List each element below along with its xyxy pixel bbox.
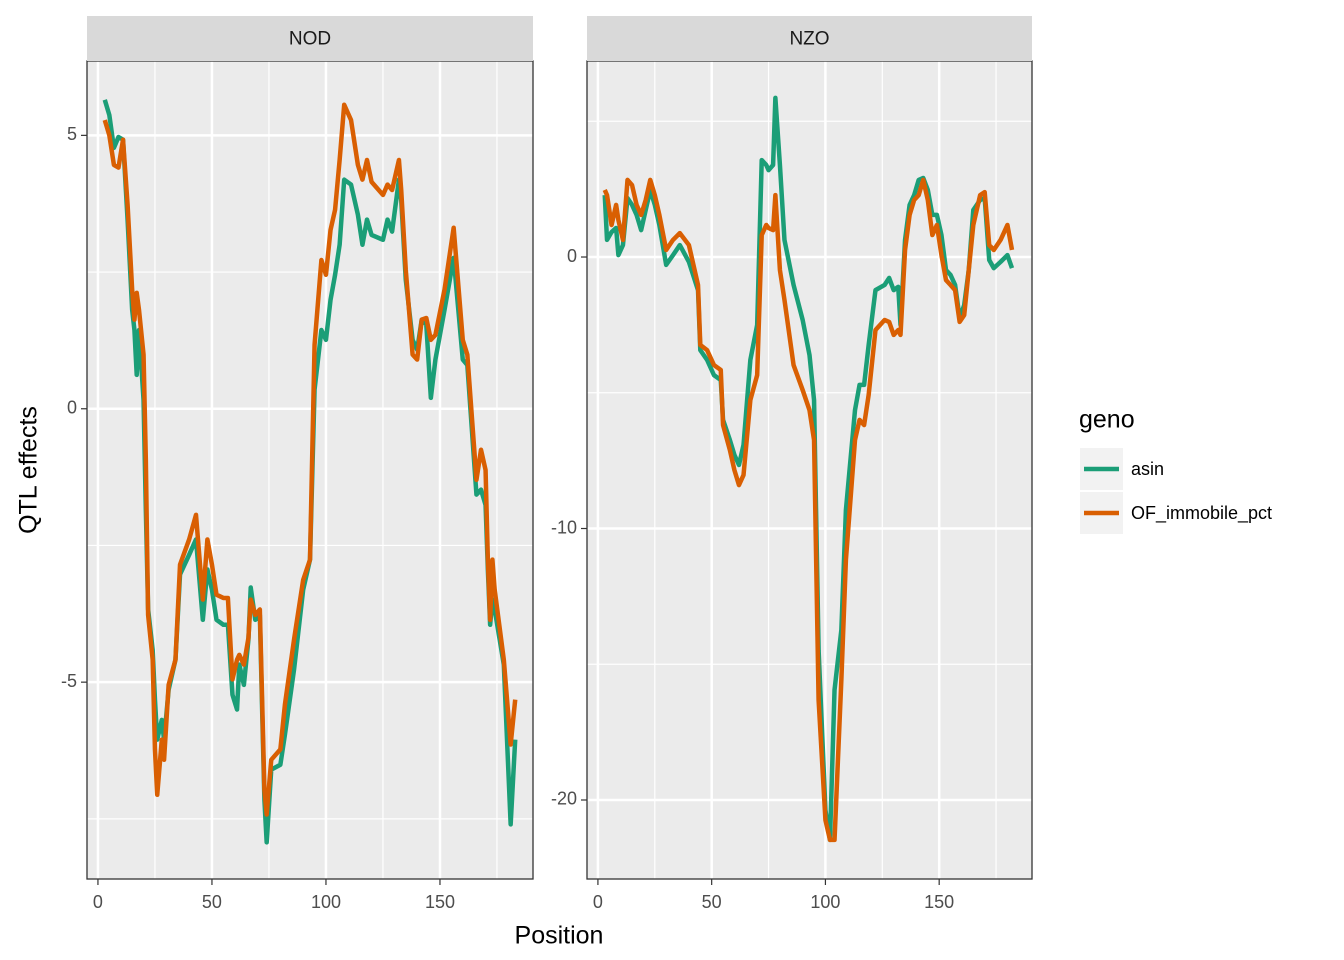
y-tick-label: 0: [67, 398, 77, 418]
series-line: [102, 102, 518, 817]
x-tick-label: 0: [93, 892, 103, 912]
facet-label: NOD: [289, 29, 331, 50]
y-tick-label: 5: [67, 124, 77, 144]
y-axis-title: QTL effects: [15, 406, 43, 534]
legend-title: geno: [1079, 406, 1135, 434]
panel: [587, 61, 1032, 879]
y-tick-label: -5: [61, 671, 77, 691]
series-line: [602, 177, 1015, 843]
x-tick-label: 50: [202, 892, 222, 912]
facet-strip: [587, 16, 1032, 61]
x-tick-label: 0: [593, 892, 603, 912]
y-tick-label: -10: [551, 517, 577, 537]
x-tick-label: 150: [924, 892, 954, 912]
panel-background: [587, 61, 1032, 879]
x-tick-label: 100: [311, 892, 341, 912]
legend-label: asin: [1131, 459, 1164, 479]
x-tick-label: 50: [702, 892, 722, 912]
y-tick-label: 0: [567, 246, 577, 266]
y-tick-label: -20: [551, 789, 577, 809]
x-tick-label: 100: [810, 892, 840, 912]
panel: [87, 61, 533, 879]
facet-label: NZO: [789, 29, 829, 50]
x-axis-title: Position: [515, 922, 604, 950]
legend-label: OF_immobile_pct: [1131, 503, 1272, 524]
facet-strip: [87, 16, 533, 61]
x-tick-label: 150: [425, 892, 455, 912]
